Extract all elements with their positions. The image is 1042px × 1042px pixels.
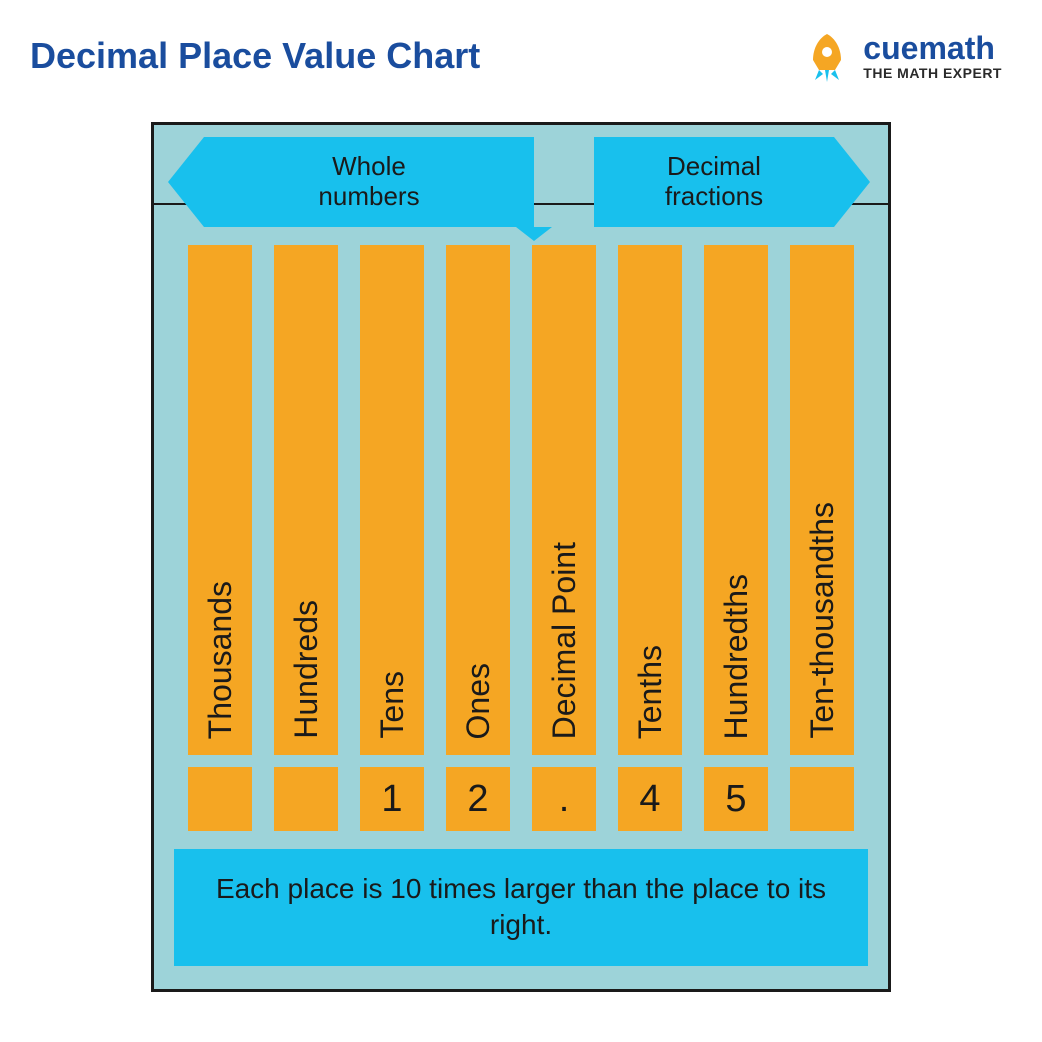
value-box-hundreds — [274, 767, 338, 831]
decimal-fractions-arrow: Decimal fractions — [594, 137, 834, 227]
header: Decimal Place Value Chart cuemath THE MA… — [0, 0, 1042, 102]
value-box-tens: 1 — [360, 767, 424, 831]
column-hundredths: Hundredths — [704, 245, 768, 755]
value-box-ones: 2 — [446, 767, 510, 831]
column-decimal-point: Decimal Point — [532, 245, 596, 755]
column-label: Hundredths — [718, 574, 755, 739]
value-box-hundredths: 5 — [704, 767, 768, 831]
arrow-right-label: Decimal fractions — [665, 152, 763, 212]
note-box: Each place is 10 times larger than the p… — [174, 849, 868, 966]
arrows-row: Whole numbers Decimal fractions — [154, 125, 888, 245]
column-tenths: Tenths — [618, 245, 682, 755]
value-box-thousands — [188, 767, 252, 831]
logo-text: cuemath THE MATH EXPERT — [863, 31, 1002, 82]
column-label: Tens — [374, 671, 411, 739]
value-box-decimal-point: . — [532, 767, 596, 831]
column-label: Hundreds — [288, 600, 325, 739]
arrow-left-label: Whole numbers — [318, 152, 419, 212]
value-box-ten-thousandths — [790, 767, 854, 831]
chart-frame: Whole numbers Decimal fractions Thousand… — [151, 122, 891, 992]
column-ten-thousandths: Ten-thousandths — [790, 245, 854, 755]
column-tens: Tens — [360, 245, 424, 755]
column-label: Thousands — [202, 581, 239, 739]
column-thousands: Thousands — [188, 245, 252, 755]
columns-row: Thousands Hundreds Tens Ones Decimal Poi… — [154, 245, 888, 755]
column-label: Decimal Point — [546, 542, 583, 739]
logo-tagline: THE MATH EXPERT — [863, 66, 1002, 81]
values-row: 1 2 . 4 5 — [154, 755, 888, 831]
whole-numbers-arrow: Whole numbers — [204, 137, 534, 227]
value-box-tenths: 4 — [618, 767, 682, 831]
column-label: Ten-thousandths — [804, 502, 841, 739]
column-ones: Ones — [446, 245, 510, 755]
column-label: Tenths — [632, 645, 669, 739]
column-hundreds: Hundreds — [274, 245, 338, 755]
rocket-icon — [801, 30, 853, 82]
page-title: Decimal Place Value Chart — [30, 35, 480, 77]
note-text: Each place is 10 times larger than the p… — [216, 873, 826, 940]
logo-brand: cuemath — [863, 31, 1002, 66]
brand-logo: cuemath THE MATH EXPERT — [801, 30, 1002, 82]
column-label: Ones — [460, 663, 497, 739]
